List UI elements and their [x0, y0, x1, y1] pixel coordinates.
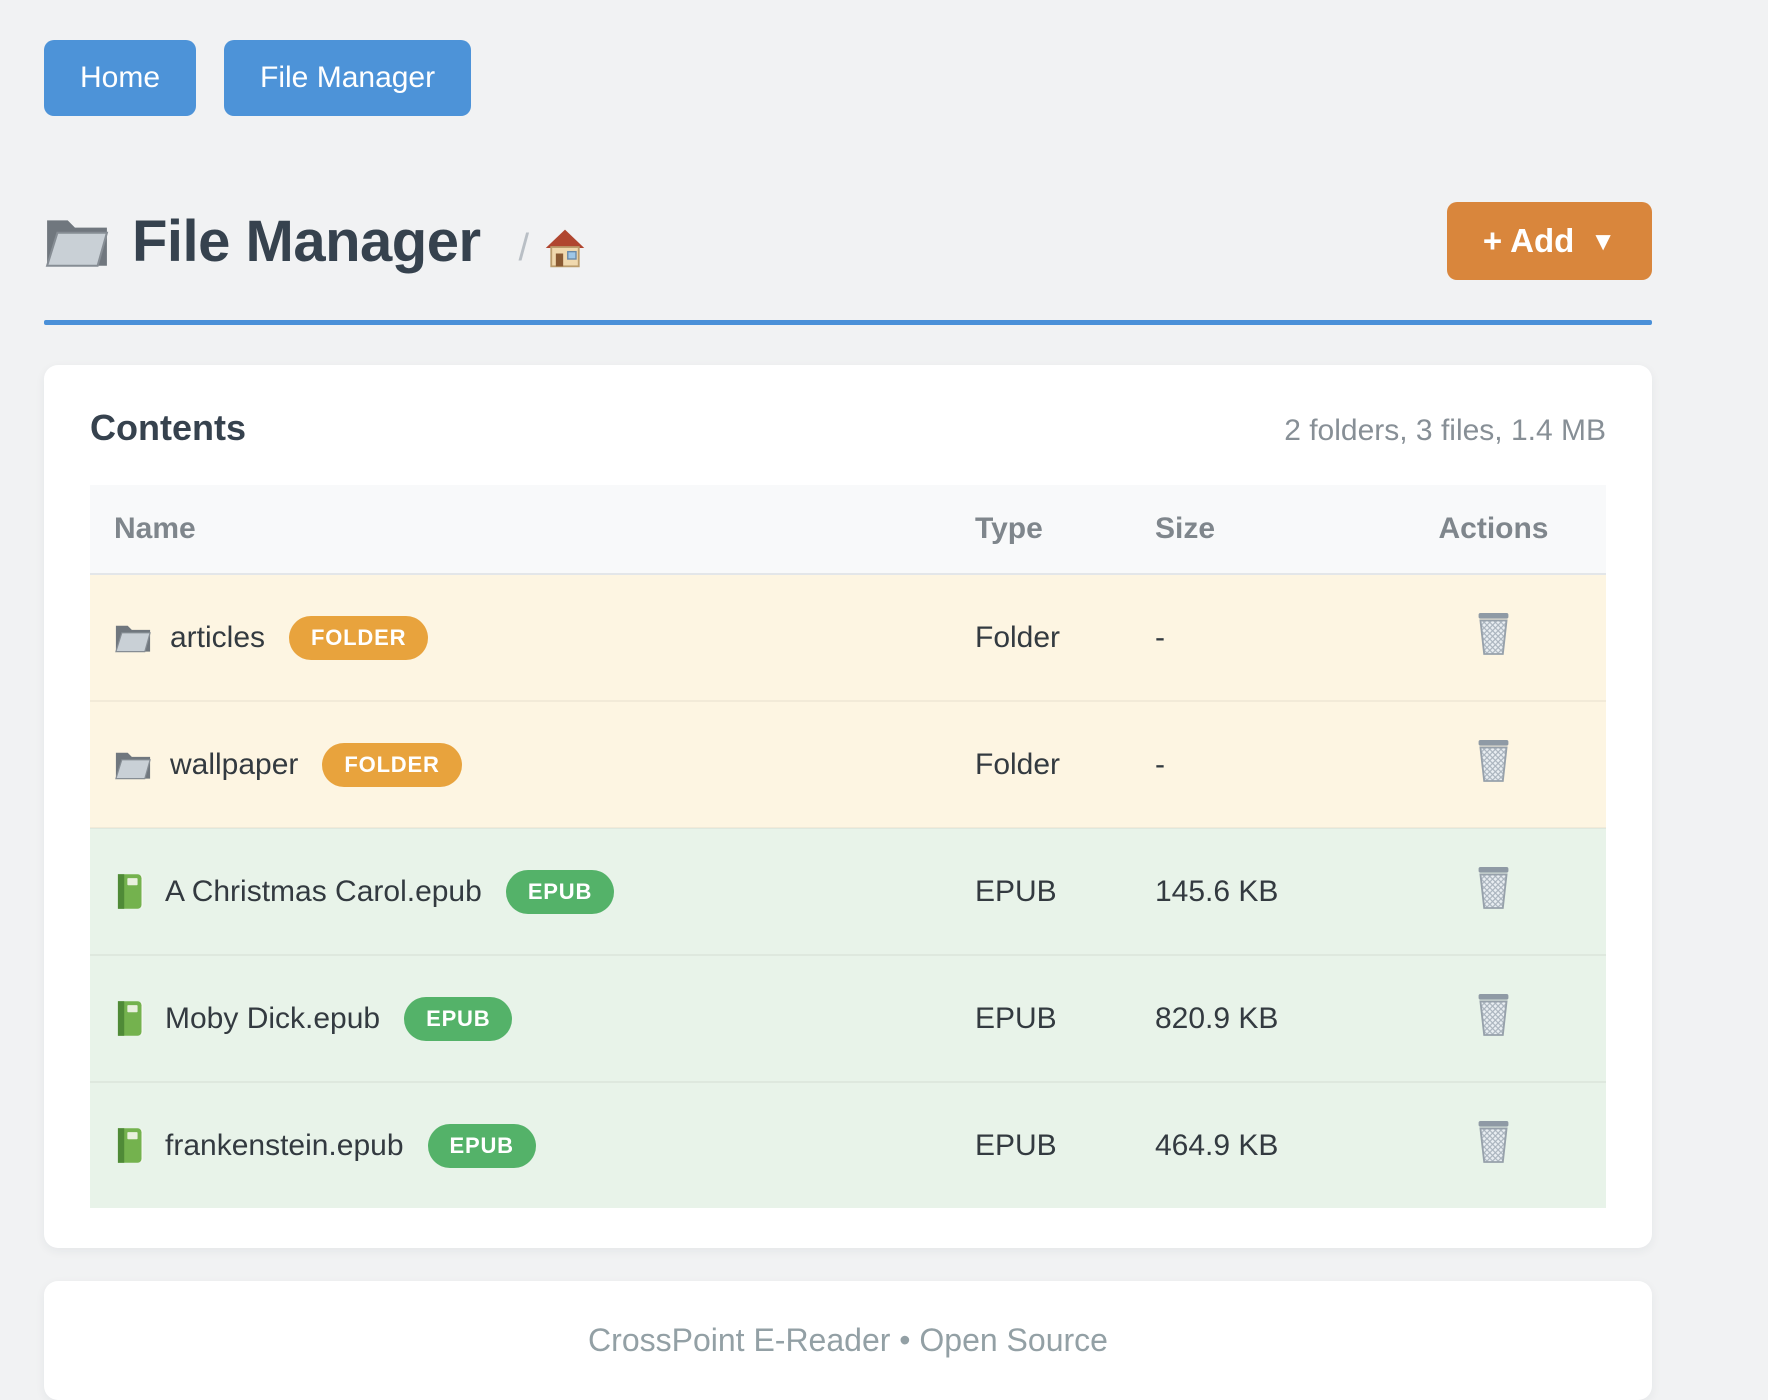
- row-name[interactable]: wallpaper: [170, 747, 299, 781]
- delete-button[interactable]: [1473, 738, 1514, 783]
- delete-button[interactable]: [1473, 1119, 1514, 1164]
- table-row: frankenstein.epub EPUB EPUB 464.9 KB: [90, 1082, 1606, 1208]
- house-icon[interactable]: [543, 226, 587, 270]
- row-name[interactable]: A Christmas Carol.epub: [165, 874, 482, 908]
- add-button-label: + Add: [1482, 222, 1575, 259]
- table-row: Moby Dick.epub EPUB EPUB 820.9 KB: [90, 955, 1606, 1083]
- trash-icon: [1473, 865, 1514, 910]
- table-row: A Christmas Carol.epub EPUB EPUB 145.6 K…: [90, 828, 1606, 956]
- table-row: articles FOLDER Folder -: [90, 574, 1606, 702]
- type-badge: EPUB: [427, 1123, 536, 1168]
- file-table-body: articles FOLDER Folder - wallpaper: [90, 574, 1606, 1208]
- column-header-size: Size: [1131, 485, 1381, 575]
- page: Home File Manager File Manager / + Add ▼…: [44, 0, 1652, 1400]
- footer-text: CrossPoint E-Reader • Open Source: [588, 1322, 1108, 1358]
- book-icon: [114, 999, 147, 1038]
- trash-icon: [1473, 738, 1514, 783]
- breadcrumb-separator: /: [518, 226, 530, 269]
- top-navigation: Home File Manager: [44, 40, 1652, 116]
- header-divider: [44, 320, 1652, 325]
- folder-icon: [114, 748, 152, 781]
- contents-summary: 2 folders, 3 files, 1.4 MB: [1284, 414, 1606, 447]
- trash-icon: [1473, 992, 1514, 1037]
- row-name[interactable]: articles: [170, 620, 266, 654]
- delete-button[interactable]: [1473, 992, 1514, 1037]
- cell-size: -: [1131, 574, 1381, 702]
- add-button[interactable]: + Add ▼: [1446, 202, 1652, 280]
- title-wrap: File Manager /: [44, 208, 587, 275]
- delete-button[interactable]: [1473, 865, 1514, 910]
- book-icon: [114, 872, 147, 911]
- type-badge: FOLDER: [322, 742, 462, 787]
- open-folder-icon: [44, 212, 110, 270]
- table-row: wallpaper FOLDER Folder -: [90, 701, 1606, 829]
- contents-title: Contents: [90, 407, 246, 448]
- cell-size: -: [1131, 701, 1381, 829]
- cell-type: EPUB: [951, 1082, 1131, 1208]
- type-badge: EPUB: [505, 869, 615, 914]
- delete-button[interactable]: [1473, 611, 1514, 656]
- trash-icon: [1473, 1119, 1514, 1164]
- row-name[interactable]: frankenstein.epub: [165, 1128, 404, 1162]
- contents-card-header: Contents 2 folders, 3 files, 1.4 MB: [90, 407, 1606, 449]
- caret-down-icon: ▼: [1590, 225, 1616, 256]
- page-title: File Manager: [132, 208, 481, 274]
- cell-type: EPUB: [951, 955, 1131, 1083]
- cell-type: Folder: [951, 701, 1131, 829]
- folder-icon: [114, 621, 152, 654]
- cell-size: 464.9 KB: [1131, 1082, 1381, 1208]
- table-header-row: Name Type Size Actions: [90, 485, 1606, 575]
- cell-size: 820.9 KB: [1131, 955, 1381, 1083]
- cell-type: EPUB: [951, 828, 1131, 956]
- type-badge: FOLDER: [289, 615, 429, 660]
- footer-card: CrossPoint E-Reader • Open Source: [44, 1281, 1652, 1400]
- file-table: Name Type Size Actions articles FOLDER F…: [90, 485, 1606, 1208]
- page-header: File Manager / + Add ▼: [44, 202, 1652, 280]
- column-header-actions: Actions: [1381, 485, 1606, 575]
- contents-card: Contents 2 folders, 3 files, 1.4 MB Name…: [44, 365, 1652, 1248]
- nav-home-button[interactable]: Home: [44, 40, 197, 116]
- row-name[interactable]: Moby Dick.epub: [165, 1001, 381, 1035]
- type-badge: EPUB: [404, 996, 513, 1041]
- column-header-type: Type: [951, 485, 1131, 575]
- column-header-name: Name: [90, 485, 951, 575]
- cell-type: Folder: [951, 574, 1131, 702]
- breadcrumb: /: [519, 212, 588, 270]
- nav-file-manager-button[interactable]: File Manager: [224, 40, 472, 116]
- trash-icon: [1473, 611, 1514, 656]
- book-icon: [114, 1126, 147, 1165]
- cell-size: 145.6 KB: [1131, 828, 1381, 956]
